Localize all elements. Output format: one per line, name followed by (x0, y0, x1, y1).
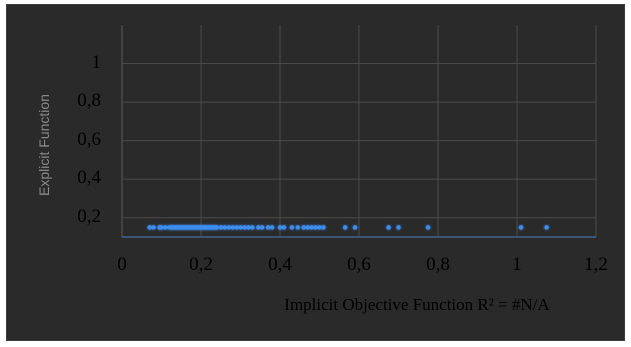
x-tick-label: 0 (117, 254, 127, 275)
x-tick-label: 0,2 (189, 254, 213, 275)
x-axis-label: Implicit Objective Function R² = #N/A (284, 295, 550, 314)
data-point (260, 225, 265, 230)
y-axis-label: Explicit Function (36, 94, 52, 196)
data-point (281, 225, 287, 230)
data-point (343, 225, 348, 230)
data-point (250, 225, 255, 230)
data-point (317, 225, 322, 230)
data-point (226, 225, 231, 230)
x-tick-label: 1,2 (584, 254, 608, 275)
data-point (238, 225, 243, 230)
data-point (313, 225, 318, 230)
data-point (246, 225, 251, 230)
scatter-plot (121, 25, 597, 238)
data-point (163, 225, 168, 230)
data-point (242, 225, 247, 230)
data-points (147, 225, 549, 230)
data-point (230, 225, 235, 230)
x-tick-label: 0,4 (268, 254, 292, 275)
y-tick-label: 1 (91, 51, 102, 73)
y-tick-label: 0,2 (77, 205, 101, 227)
x-tick-label: 1 (512, 254, 522, 275)
data-point (321, 225, 326, 230)
data-point (518, 225, 524, 230)
data-point (265, 225, 271, 230)
x-tick-label: 0,8 (426, 254, 450, 275)
data-point (425, 225, 431, 230)
data-point (289, 225, 295, 230)
data-point (222, 225, 227, 230)
y-tick-label: 0,6 (77, 128, 101, 150)
data-point (277, 225, 283, 230)
data-point (309, 225, 314, 230)
data-point (147, 225, 152, 230)
data-point (305, 225, 310, 230)
data-point (544, 225, 549, 230)
data-point (386, 225, 391, 230)
data-point (352, 225, 358, 230)
y-tick-label: 0,8 (77, 90, 101, 112)
data-point (269, 225, 275, 230)
data-point (218, 225, 223, 230)
data-point (301, 225, 306, 230)
x-tick-label: 0,6 (347, 254, 371, 275)
y-tick-label: 0,4 (77, 167, 101, 189)
data-point (295, 225, 300, 230)
data-point (256, 225, 261, 230)
grid (121, 25, 597, 237)
chart-frame: 0 0,2 0,4 0,6 0,8 1 1,2 0,2 0,4 0,6 0,8 1 Implicit … (6, 4, 625, 341)
data-point (396, 225, 401, 230)
data-point (214, 225, 219, 230)
data-point (234, 225, 239, 230)
data-point (151, 225, 156, 230)
data-point (159, 225, 164, 230)
